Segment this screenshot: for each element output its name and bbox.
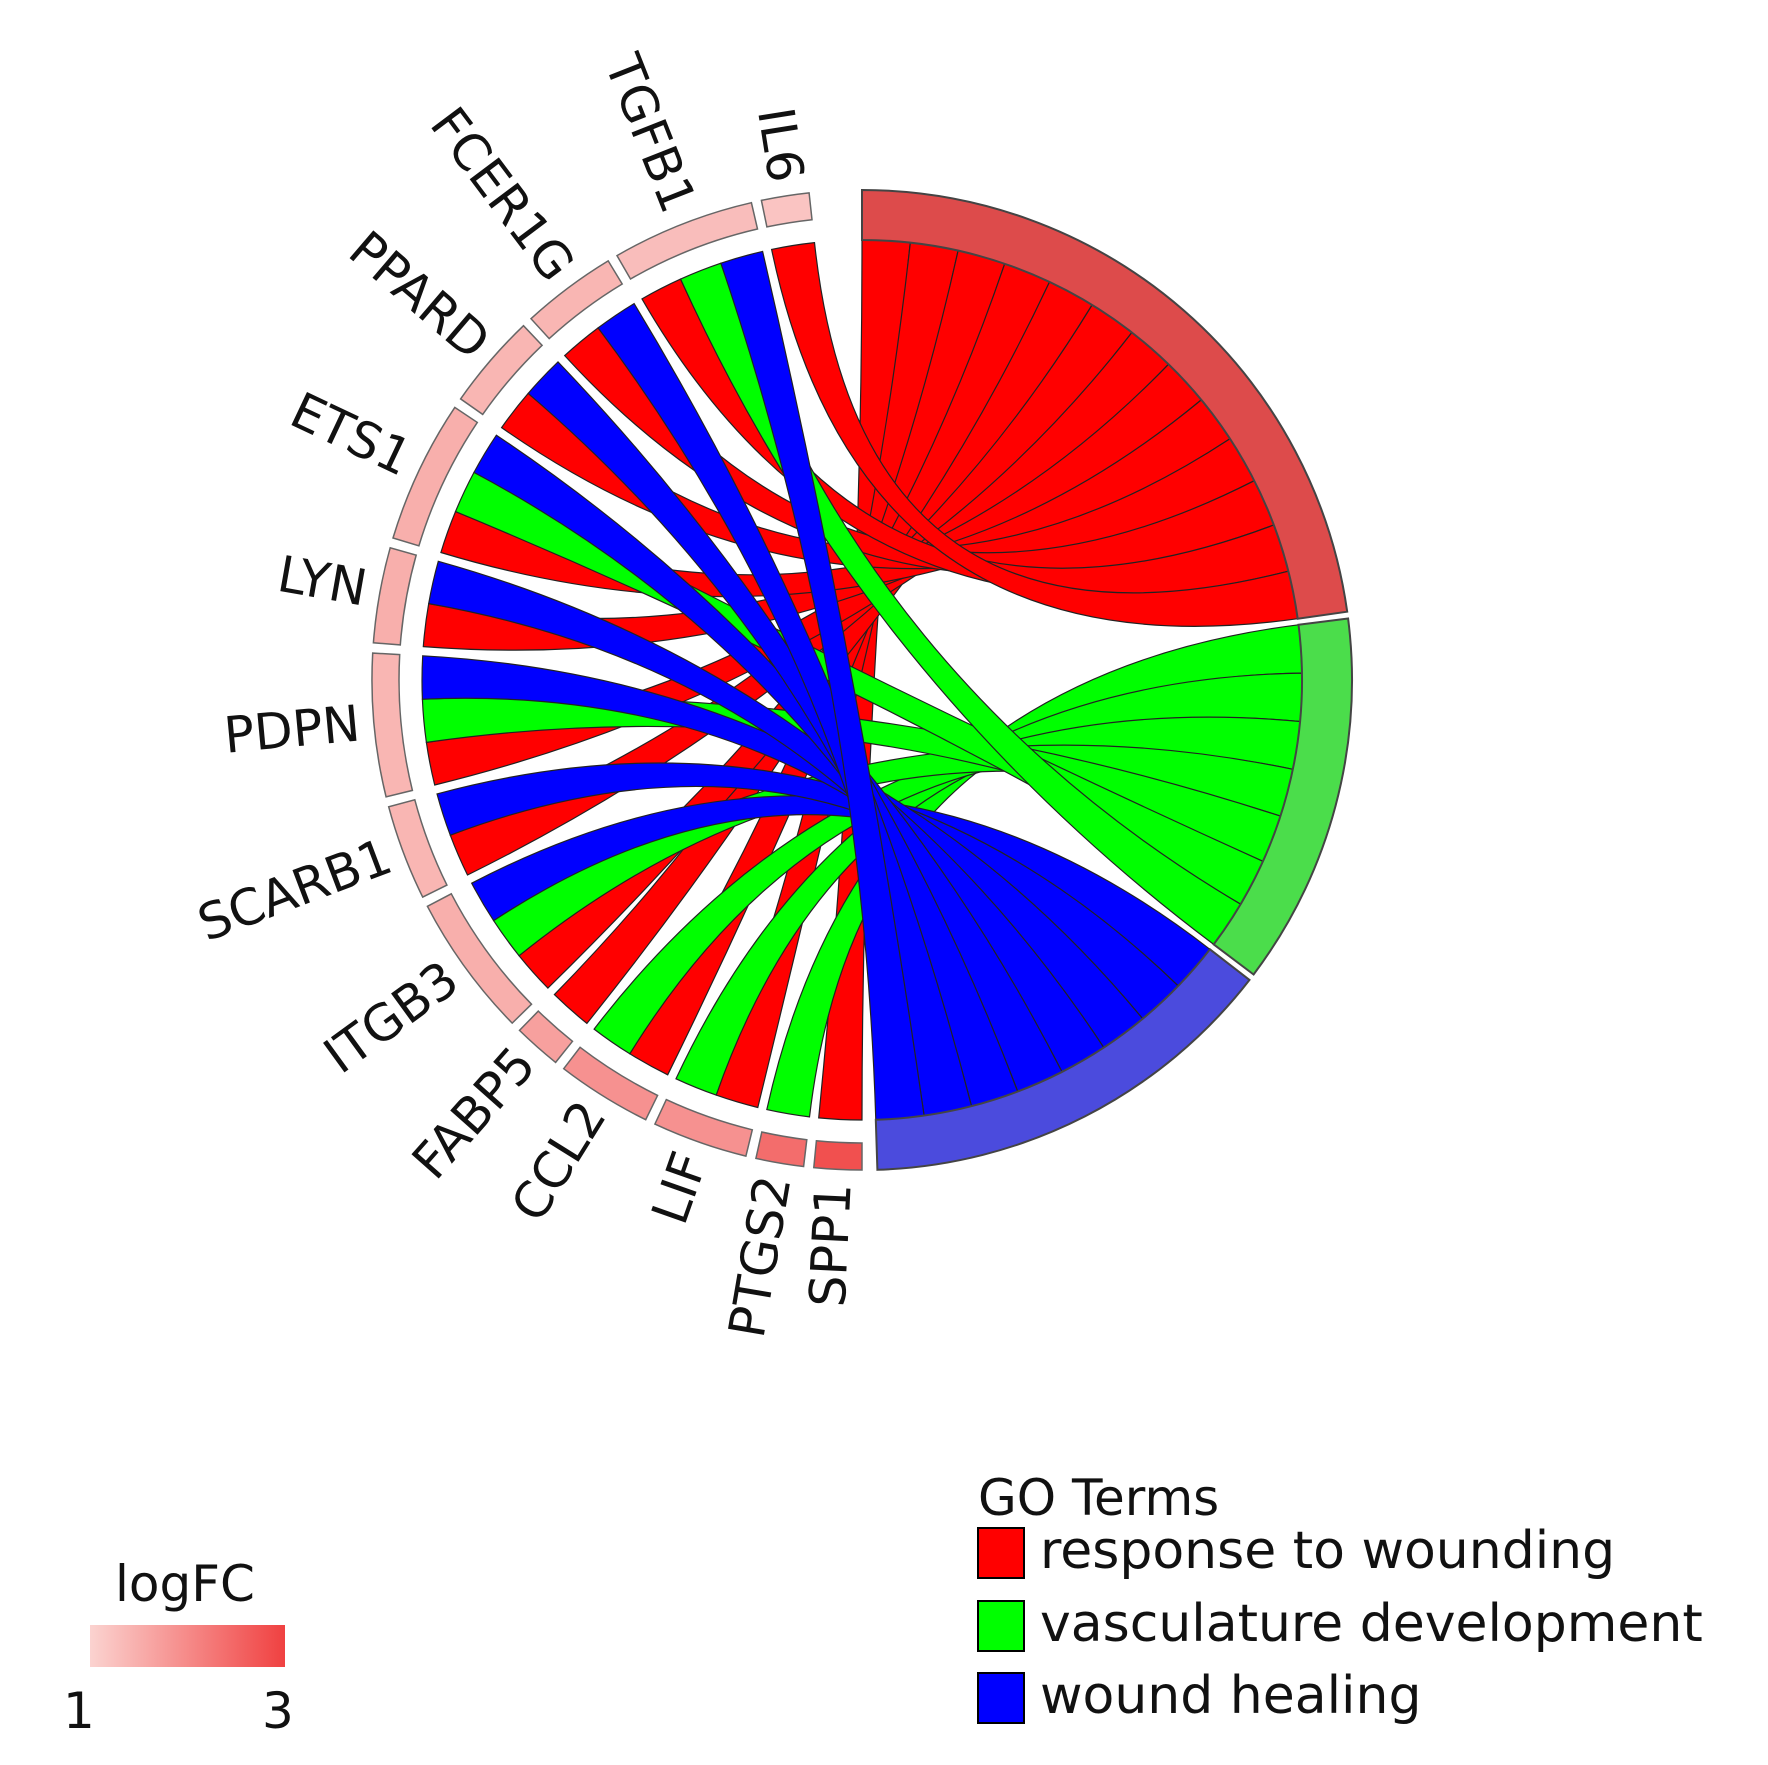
term-segment-response-to-wounding: [861, 188, 1349, 620]
ribbon-group: [421, 239, 1303, 1121]
gene-arc-spp1: [812, 1139, 863, 1171]
gene-label-ccl2: CCL2: [500, 1091, 618, 1232]
legend-label-vasculature-development: vasculature development: [1040, 1594, 1703, 1654]
gene-label-ptgs2: PTGS2: [718, 1171, 803, 1341]
gene-arc-lyn: [372, 546, 418, 646]
gene-arc-itgb3: [426, 892, 533, 1025]
gene-arc-ccl2: [562, 1046, 659, 1121]
logfc-color-scale: logFC 1 3: [63, 1555, 294, 1740]
gene-label-itgb3: ITGB3: [314, 950, 470, 1085]
gene-label-fcer1g: FCER1G: [419, 97, 586, 292]
gene-label-scarb1: SCARB1: [190, 827, 399, 953]
gene-label-lyn: LYN: [273, 545, 371, 618]
gene-label-tgfb1: TGFB1: [593, 46, 707, 221]
gene-arc-group: [371, 192, 863, 1171]
gene-arc-ets1: [392, 406, 479, 547]
legend-label-response-to-wounding: response to wounding: [1040, 1521, 1615, 1581]
gene-arc-il6: [760, 192, 813, 228]
gene-label-spp1: SPP1: [799, 1182, 863, 1309]
legend-title: GO Terms: [978, 1469, 1219, 1527]
gene-arc-ptgs2: [755, 1131, 808, 1168]
logfc-scale-title: logFC: [115, 1555, 255, 1613]
gene-arc-pdpn: [371, 652, 414, 798]
legend-label-wound-healing: wound healing: [1040, 1666, 1421, 1726]
term-segment-wound-healing: [874, 947, 1251, 1171]
legend-swatch-response-to-wounding: [977, 1527, 1025, 1579]
gene-label-ets1: ETS1: [282, 381, 420, 487]
gene-arc-tgfb1: [615, 201, 759, 281]
logfc-scale-min: 1: [63, 1682, 95, 1740]
gene-label-il6: IL6: [746, 104, 815, 187]
legend-swatch-vasculature-development: [977, 1600, 1025, 1652]
gene-arc-fabp5: [518, 1010, 574, 1064]
term-arc-group: [861, 188, 1353, 1171]
logfc-gradient-bar: [90, 1625, 285, 1667]
legend-swatch-wound-healing: [977, 1672, 1025, 1724]
go-terms-legend: GO Terms response to wounding vasculatur…: [977, 1469, 1703, 1726]
gene-arc-scarb1: [387, 798, 448, 899]
gene-arc-lif: [653, 1098, 754, 1158]
gene-label-ppard: PPARD: [338, 220, 501, 371]
gene-label-pdpn: PDPN: [222, 694, 363, 764]
gene-label-lif: LIF: [641, 1145, 719, 1232]
term-segment-vasculature-development: [1212, 617, 1353, 976]
logfc-scale-max: 3: [262, 1682, 294, 1740]
gene-arc-ppard: [459, 324, 544, 416]
gene-arc-fcer1g: [529, 259, 624, 340]
